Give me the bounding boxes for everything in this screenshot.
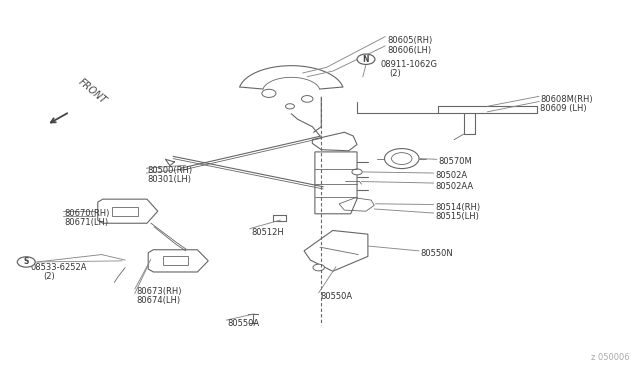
Text: 80608M(RH): 80608M(RH) [540, 95, 593, 104]
Circle shape [313, 264, 324, 271]
Text: 80570M: 80570M [438, 157, 472, 166]
Circle shape [262, 89, 276, 97]
Text: 80515(LH): 80515(LH) [435, 212, 479, 221]
Circle shape [357, 54, 375, 64]
Circle shape [352, 169, 362, 175]
Text: 80606(LH): 80606(LH) [387, 46, 431, 55]
Text: 80670(RH): 80670(RH) [65, 209, 110, 218]
Text: N: N [363, 55, 369, 64]
Text: (2): (2) [43, 272, 54, 281]
Text: 08911-1062G: 08911-1062G [381, 60, 438, 69]
Text: 80673(RH): 80673(RH) [136, 287, 182, 296]
Text: 80301(LH): 80301(LH) [148, 175, 191, 184]
Text: 80502A: 80502A [435, 171, 467, 180]
Text: 80514(RH): 80514(RH) [435, 203, 480, 212]
Text: 80671(LH): 80671(LH) [65, 218, 109, 227]
Text: (2): (2) [389, 69, 401, 78]
Text: 80512H: 80512H [252, 228, 284, 237]
Circle shape [17, 257, 35, 267]
Text: 80550N: 80550N [420, 249, 453, 258]
Text: 08533-6252A: 08533-6252A [30, 263, 86, 272]
Text: 80550A: 80550A [227, 320, 260, 328]
Circle shape [301, 96, 313, 102]
Text: 80550A: 80550A [320, 292, 352, 301]
Text: 80609 (LH): 80609 (LH) [540, 105, 587, 113]
Text: FRONT: FRONT [76, 77, 108, 106]
Text: 80674(LH): 80674(LH) [136, 296, 180, 305]
Text: 80500(RH): 80500(RH) [148, 166, 193, 174]
Circle shape [385, 148, 419, 169]
Text: z 050006: z 050006 [591, 353, 630, 362]
Text: 80502AA: 80502AA [435, 182, 473, 190]
Text: S: S [24, 257, 29, 266]
Text: 80605(RH): 80605(RH) [387, 36, 432, 45]
